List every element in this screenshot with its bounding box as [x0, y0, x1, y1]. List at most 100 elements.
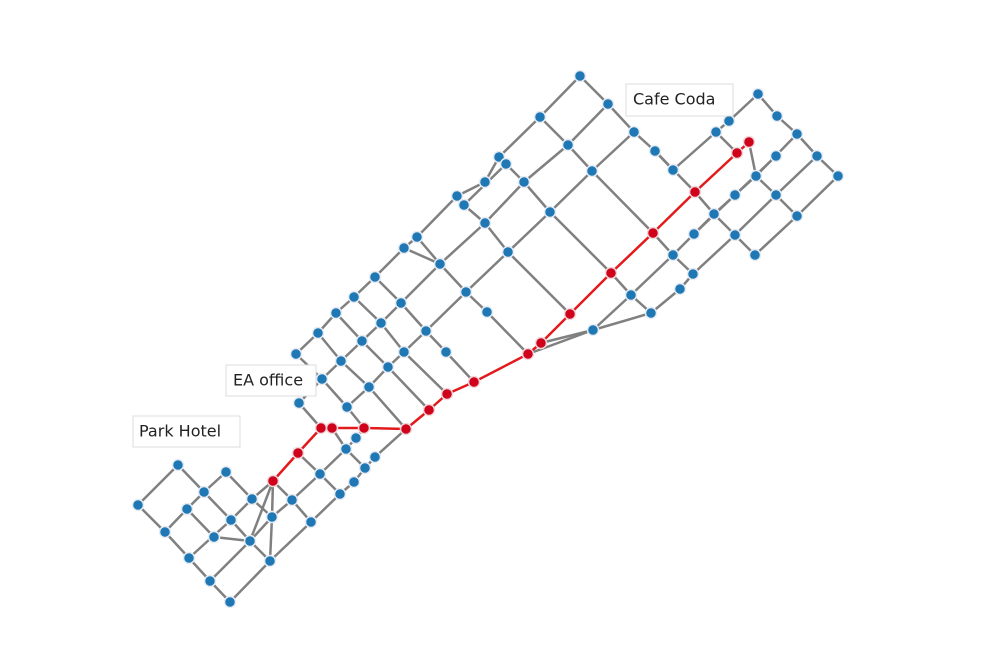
intersection — [245, 492, 259, 506]
intersection — [831, 169, 845, 183]
intersection — [810, 149, 824, 163]
street — [137, 504, 231, 603]
intersection — [517, 175, 531, 189]
intersection — [561, 138, 575, 152]
intersection — [433, 257, 447, 271]
route-stop — [357, 421, 371, 435]
intersection — [223, 595, 237, 609]
intersection — [355, 334, 369, 348]
intersection — [790, 127, 804, 141]
route-stop — [604, 266, 618, 280]
intersection — [285, 493, 299, 507]
intersection — [368, 450, 382, 464]
route-stop — [730, 146, 744, 160]
intersection — [499, 157, 513, 171]
street — [164, 471, 227, 533]
intersection — [224, 513, 238, 527]
intersection — [790, 209, 804, 223]
place-label: EA office — [233, 371, 303, 390]
street — [248, 480, 275, 542]
intersection — [397, 241, 411, 255]
intersection — [624, 288, 638, 302]
intersection — [533, 110, 547, 124]
intersection — [368, 270, 382, 284]
intersection — [686, 267, 700, 281]
intersection — [304, 515, 318, 529]
label-ea-office: EA office — [225, 364, 317, 397]
route-stop — [688, 185, 702, 199]
route-stop — [646, 226, 660, 240]
intersection — [263, 554, 277, 568]
intersection — [586, 323, 600, 337]
intersection — [347, 475, 361, 489]
street — [335, 312, 430, 411]
intersections — [131, 69, 845, 609]
intersection — [394, 296, 408, 310]
intersection — [158, 525, 172, 539]
route-stop — [534, 336, 548, 350]
intersection — [770, 109, 784, 123]
intersection — [627, 125, 641, 139]
intersection — [347, 290, 361, 304]
intersection — [182, 551, 196, 565]
intersection — [410, 230, 424, 244]
intersection — [243, 534, 257, 548]
intersection — [131, 498, 145, 512]
intersection — [381, 360, 395, 374]
street — [539, 116, 654, 234]
intersection — [709, 125, 723, 139]
intersection — [459, 285, 473, 299]
intersection — [728, 188, 742, 202]
intersection — [543, 205, 557, 219]
intersection — [644, 306, 658, 320]
intersection — [573, 69, 587, 83]
street — [403, 246, 441, 266]
street — [346, 131, 635, 408]
route-stop — [563, 307, 577, 321]
intersection — [311, 326, 325, 340]
intersection — [374, 316, 388, 330]
intersection — [329, 306, 343, 320]
intersection — [419, 324, 433, 338]
intersection — [292, 396, 306, 410]
intersection — [480, 305, 494, 319]
street — [527, 328, 594, 356]
intersection — [171, 458, 185, 472]
route-stop — [325, 421, 339, 435]
route-stop — [467, 375, 481, 389]
route-stop — [314, 421, 328, 435]
intersection — [687, 227, 701, 241]
intersection — [349, 431, 363, 445]
intersection — [358, 461, 372, 475]
intersection — [439, 345, 453, 359]
intersection — [450, 189, 464, 203]
intersection — [219, 465, 233, 479]
intersection — [315, 372, 329, 386]
label-box — [225, 364, 317, 397]
intersection — [289, 347, 303, 361]
route-stop — [399, 422, 413, 436]
intersection — [666, 248, 680, 262]
route-stop — [521, 347, 535, 361]
intersection — [313, 467, 327, 481]
intersection — [585, 164, 599, 178]
intersection — [673, 282, 687, 296]
intersection — [339, 442, 353, 456]
route-path — [272, 141, 750, 482]
intersection — [457, 198, 471, 212]
intersection — [478, 175, 492, 189]
intersection — [180, 502, 194, 516]
street — [672, 93, 759, 171]
street — [317, 332, 407, 430]
street — [694, 191, 756, 256]
intersection — [749, 169, 763, 183]
place-label: Cafe Coda — [633, 90, 715, 109]
intersection — [748, 248, 762, 262]
label-cafe-coda: Cafe Coda — [625, 83, 734, 117]
intersection — [334, 354, 348, 368]
route-stop — [266, 474, 280, 488]
route-stop — [742, 135, 756, 149]
intersection — [397, 345, 411, 359]
intersection — [666, 163, 680, 177]
label-park-hotel: Park Hotel — [132, 415, 241, 448]
